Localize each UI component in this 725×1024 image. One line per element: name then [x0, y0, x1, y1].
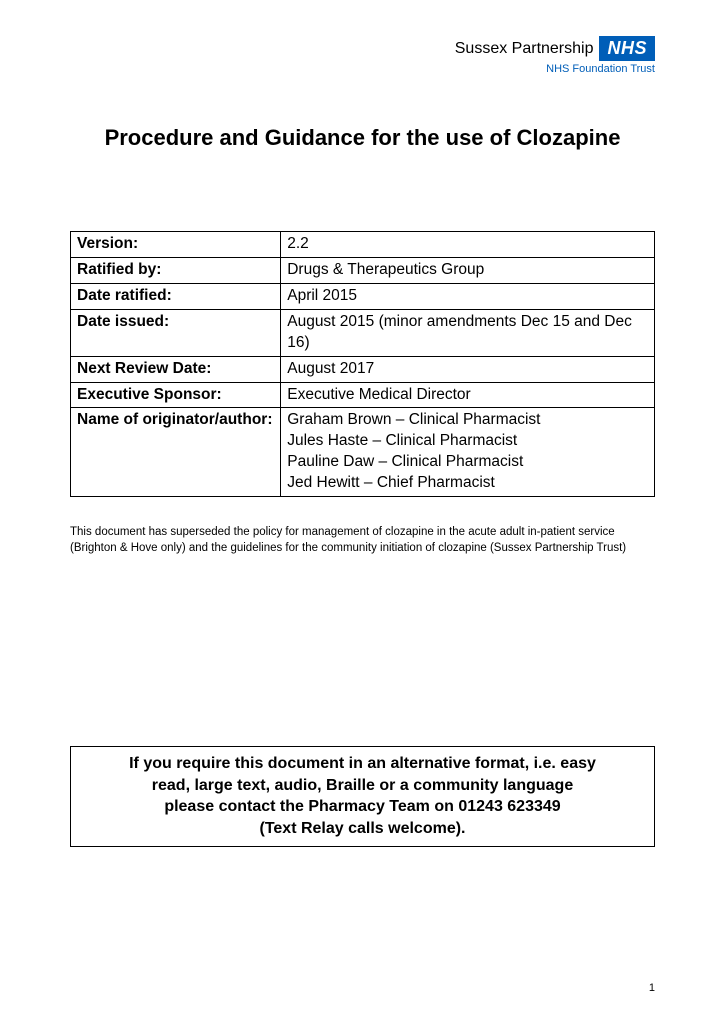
- meta-value: Executive Medical Director: [281, 382, 655, 408]
- meta-label: Version:: [71, 232, 281, 258]
- table-row: Executive Sponsor:Executive Medical Dire…: [71, 382, 655, 408]
- meta-label: Date ratified:: [71, 283, 281, 309]
- nhs-logo: NHS: [599, 36, 655, 61]
- table-row: Date issued:August 2015 (minor amendment…: [71, 309, 655, 356]
- table-row: Name of originator/author:Graham Brown –…: [71, 408, 655, 497]
- meta-value: Drugs & Therapeutics Group: [281, 257, 655, 283]
- meta-value: 2.2: [281, 232, 655, 258]
- meta-label: Next Review Date:: [71, 356, 281, 382]
- meta-value: August 2015 (minor amendments Dec 15 and…: [281, 309, 655, 356]
- alt-format-line: please contact the Pharmacy Team on 0124…: [83, 796, 642, 818]
- table-row: Ratified by:Drugs & Therapeutics Group: [71, 257, 655, 283]
- org-name: Sussex Partnership: [455, 40, 594, 58]
- meta-label: Date issued:: [71, 309, 281, 356]
- page-number: 1: [649, 982, 655, 994]
- meta-label: Name of originator/author:: [71, 408, 281, 497]
- meta-label: Ratified by:: [71, 257, 281, 283]
- header-logo-block: Sussex Partnership NHS NHS Foundation Tr…: [70, 36, 655, 75]
- metadata-table: Version:2.2Ratified by:Drugs & Therapeut…: [70, 231, 655, 497]
- supersede-note: This document has superseded the policy …: [70, 525, 655, 556]
- logo-line: Sussex Partnership NHS: [455, 36, 655, 61]
- meta-label: Executive Sponsor:: [71, 382, 281, 408]
- alt-format-box: If you require this document in an alter…: [70, 746, 655, 846]
- meta-value: April 2015: [281, 283, 655, 309]
- metadata-table-body: Version:2.2Ratified by:Drugs & Therapeut…: [71, 232, 655, 497]
- alt-format-line: If you require this document in an alter…: [83, 753, 642, 775]
- document-title: Procedure and Guidance for the use of Cl…: [70, 125, 655, 151]
- table-row: Next Review Date:August 2017: [71, 356, 655, 382]
- meta-value: August 2017: [281, 356, 655, 382]
- alt-format-line: read, large text, audio, Braille or a co…: [83, 775, 642, 797]
- table-row: Version:2.2: [71, 232, 655, 258]
- trust-line: NHS Foundation Trust: [70, 63, 655, 75]
- table-row: Date ratified:April 2015: [71, 283, 655, 309]
- alt-format-line: (Text Relay calls welcome).: [83, 818, 642, 840]
- meta-value: Graham Brown – Clinical PharmacistJules …: [281, 408, 655, 497]
